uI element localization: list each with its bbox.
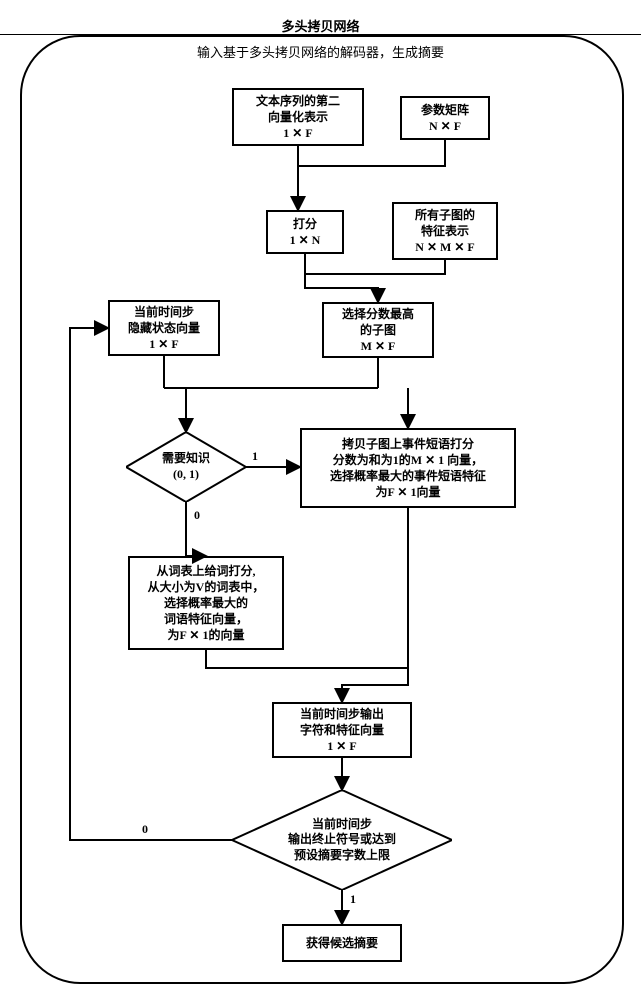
node-select-subgraph: 选择分数最高的子图M ✕ F bbox=[322, 302, 434, 358]
diagram-title: 多头拷贝网络 bbox=[0, 16, 641, 35]
node-candidate-summary: 获得候选摘要 bbox=[282, 924, 402, 962]
node-vocab-score: 从词表上给词打分,从大小为V的词表中，选择概率最大的词语特征向量，为F ✕ 1的… bbox=[128, 556, 284, 650]
node-subgraph-feats: 所有子图的特征表示N ✕ M ✕ F bbox=[392, 202, 498, 260]
node-text-seq-vector: 文本序列的第二向量化表示1 ✕ F bbox=[232, 88, 364, 146]
decision-need-knowledge: 需要知识(0, 1) bbox=[126, 432, 246, 502]
node-score: 打分1 ✕ N bbox=[266, 210, 344, 254]
edge-label-d1-right: 1 bbox=[252, 449, 258, 464]
edge-label-d1-down: 0 bbox=[194, 508, 200, 523]
node-hidden-state: 当前时间步隐藏状态向量1 ✕ F bbox=[108, 300, 220, 356]
node-param-matrix: 参数矩阵N ✕ F bbox=[400, 96, 490, 140]
node-copy-score: 拷贝子图上事件短语打分分数为和为1的M ✕ 1 向量，选择概率最大的事件短语特征… bbox=[300, 428, 516, 508]
decision-terminal: 当前时间步输出终止符号或达到预设摘要字数上限 bbox=[232, 790, 452, 890]
edge-label-d2-left: 0 bbox=[142, 822, 148, 837]
node-step-output: 当前时间步输出字符和特征向量1 ✕ F bbox=[272, 702, 412, 758]
edge-label-d2-down: 1 bbox=[350, 892, 356, 907]
